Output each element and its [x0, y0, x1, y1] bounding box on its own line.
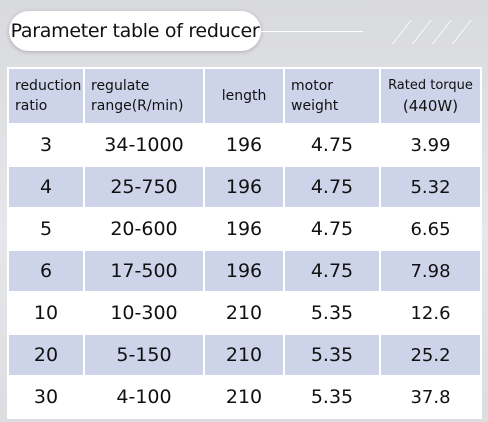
cell-range: 25-750 — [83, 165, 205, 209]
cell-weight: 4.75 — [283, 207, 381, 251]
table-row: 3 34-1000 196 4.75 3.99 — [7, 123, 482, 167]
header-length: length — [203, 67, 285, 125]
page-title: Parameter table of reducer — [9, 11, 261, 51]
table-row: 20 5-150 210 5.35 25.2 — [7, 333, 482, 377]
cell-range: 5-150 — [83, 333, 205, 377]
table-row: 6 17-500 196 4.75 7.98 — [7, 249, 482, 293]
header-motor-weight: motor weight — [283, 67, 381, 125]
cell-length: 196 — [203, 207, 285, 251]
cell-length: 210 — [203, 291, 285, 335]
cell-torque: 5.32 — [379, 165, 482, 209]
cell-torque: 12.6 — [379, 291, 482, 335]
decorative-slash — [452, 20, 472, 44]
cell-ratio: 4 — [7, 165, 85, 209]
cell-torque: 6.65 — [379, 207, 482, 251]
cell-weight: 5.35 — [283, 333, 381, 377]
cell-weight: 5.35 — [283, 291, 381, 335]
table-row: 4 25-750 196 4.75 5.32 — [7, 165, 482, 209]
header-line: ratio — [15, 98, 48, 114]
cell-ratio: 30 — [7, 375, 85, 419]
header-reduction-ratio: reduction ratio — [7, 67, 85, 125]
cell-ratio: 5 — [7, 207, 85, 251]
header-rated-torque: Rated torque (440W) — [379, 67, 482, 125]
cell-ratio: 10 — [7, 291, 85, 335]
cell-range: 10-300 — [83, 291, 205, 335]
cell-length: 196 — [203, 249, 285, 293]
header-line: range(R/min) — [91, 98, 184, 114]
cell-ratio: 20 — [7, 333, 85, 377]
header-line: (440W) — [402, 97, 459, 115]
header-line: motor — [291, 78, 334, 94]
cell-range: 17-500 — [83, 249, 205, 293]
table-row: 5 20-600 196 4.75 6.65 — [7, 207, 482, 251]
cell-range: 20-600 — [83, 207, 205, 251]
cell-length: 196 — [203, 165, 285, 209]
cell-length: 210 — [203, 333, 285, 377]
header-line: weight — [291, 98, 339, 114]
cell-torque: 3.99 — [379, 123, 482, 167]
cell-range: 34-1000 — [83, 123, 205, 167]
cell-weight: 4.75 — [283, 165, 381, 209]
decorative-slash — [392, 20, 412, 44]
cell-weight: 4.75 — [283, 123, 381, 167]
cell-weight: 5.35 — [283, 375, 381, 419]
cell-torque: 25.2 — [379, 333, 482, 377]
cell-ratio: 6 — [7, 249, 85, 293]
cell-weight: 4.75 — [283, 249, 381, 293]
parameter-table-container: reduction ratio regulate range(R/min) le… — [7, 67, 482, 419]
cell-length: 196 — [203, 123, 285, 167]
cell-length: 210 — [203, 375, 285, 419]
header-line: reduction — [15, 78, 82, 94]
decorative-line — [258, 31, 363, 32]
header-line: Rated torque — [388, 78, 473, 93]
cell-torque: 37.8 — [379, 375, 482, 419]
cell-ratio: 3 — [7, 123, 85, 167]
decorative-slash — [412, 20, 432, 44]
header-line: regulate — [91, 78, 150, 94]
header-regulate-range: regulate range(R/min) — [83, 67, 205, 125]
header-line: length — [221, 88, 267, 104]
table-row: 10 10-300 210 5.35 12.6 — [7, 291, 482, 335]
cell-torque: 7.98 — [379, 249, 482, 293]
cell-range: 4-100 — [83, 375, 205, 419]
table-row: 30 4-100 210 5.35 37.8 — [7, 375, 482, 419]
parameter-table: reduction ratio regulate range(R/min) le… — [7, 67, 482, 419]
decorative-slash — [432, 20, 452, 44]
table-header-row: reduction ratio regulate range(R/min) le… — [7, 67, 482, 125]
